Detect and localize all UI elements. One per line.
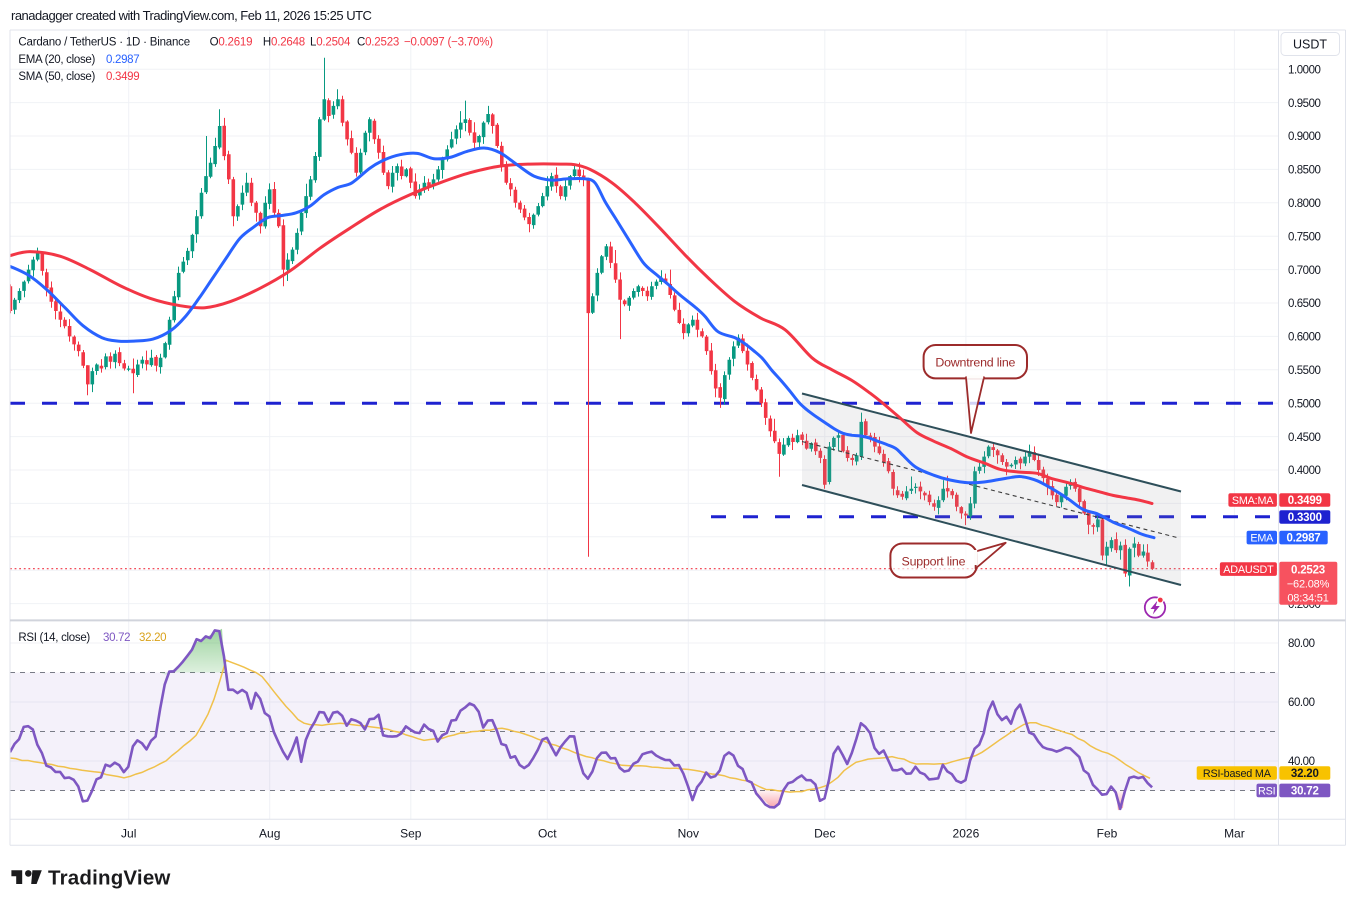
svg-text:−62.08%: −62.08% [1287,579,1330,591]
svg-text:0.8500: 0.8500 [1288,165,1321,177]
svg-text:0.7500: 0.7500 [1288,231,1321,243]
svg-text:0.9500: 0.9500 [1288,98,1321,110]
svg-text:ranadagger created with Tradin: ranadagger created with TradingView.com,… [11,8,372,23]
svg-text:Oct: Oct [538,827,557,841]
svg-text:0.5000: 0.5000 [1288,398,1321,410]
svg-text:0.4500: 0.4500 [1288,432,1321,444]
svg-text:TradingView: TradingView [48,867,171,890]
svg-text:Aug: Aug [259,827,280,841]
svg-text:Nov: Nov [678,827,699,841]
svg-text:0.6500: 0.6500 [1288,298,1321,310]
svg-text:0.4000: 0.4000 [1288,465,1321,477]
svg-text:32.20: 32.20 [1291,768,1319,780]
svg-text:0.3300: 0.3300 [1288,512,1322,524]
svg-text:0.9000: 0.9000 [1288,131,1321,143]
svg-text:08:34:51: 08:34:51 [1287,593,1328,605]
svg-text:EMA: EMA [1250,533,1274,545]
svg-text:0.8000: 0.8000 [1288,198,1321,210]
svg-text:1.0000: 1.0000 [1288,64,1321,76]
svg-text:Downtrend line: Downtrend line [935,356,1015,370]
svg-text:RSI-based MA: RSI-based MA [1203,768,1272,780]
svg-text:0.6000: 0.6000 [1288,332,1321,344]
svg-text:SMA:MA: SMA:MA [1232,495,1274,507]
svg-text:Dec: Dec [814,827,835,841]
svg-text:Support line: Support line [902,555,966,569]
svg-text:EMA (20, close)0.2987: EMA (20, close) 0.2987 [18,54,139,66]
svg-text:0.2987: 0.2987 [1287,533,1321,545]
svg-text:Sep: Sep [400,827,422,841]
svg-text:60.00: 60.00 [1288,697,1315,709]
svg-text:ADAUSDT: ADAUSDT [1223,564,1274,576]
svg-text:USDT: USDT [1293,38,1327,52]
svg-text:0.7000: 0.7000 [1288,265,1321,277]
svg-text:30.72: 30.72 [1291,785,1319,797]
svg-text:Mar: Mar [1224,827,1245,841]
svg-text:0.2523: 0.2523 [1291,565,1325,577]
svg-text:80.00: 80.00 [1288,638,1315,650]
svg-text:0.5500: 0.5500 [1288,365,1321,377]
svg-text:RSI: RSI [1258,785,1275,797]
svg-text:SMA (50, close)0.3499: SMA (50, close) 0.3499 [18,71,139,83]
svg-text:0.3499: 0.3499 [1288,495,1322,507]
svg-text:Jul: Jul [121,827,136,841]
svg-text:40.00: 40.00 [1288,756,1315,768]
svg-text:Feb: Feb [1097,827,1118,841]
svg-text:2026: 2026 [953,827,980,841]
